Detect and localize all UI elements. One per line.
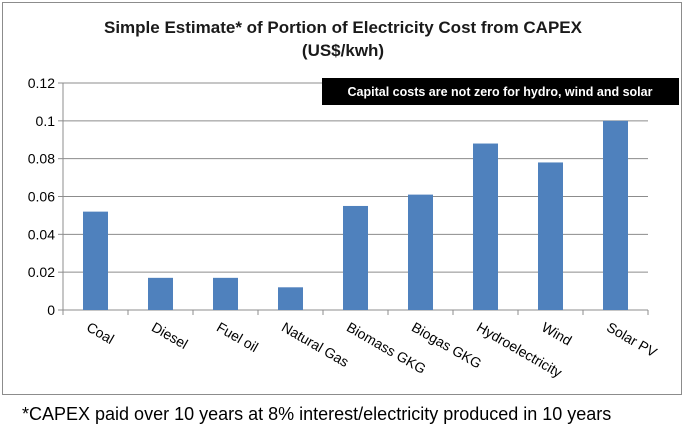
bar-coal <box>83 211 108 310</box>
x-tick-label: Natural Gas <box>279 319 352 370</box>
x-tick-label: Diesel <box>149 319 191 352</box>
bar-biomass-gkg <box>343 205 368 310</box>
bar-fuel-oil <box>213 277 238 310</box>
bar-natural-gas <box>278 287 303 310</box>
annotation-box <box>322 78 679 105</box>
y-tick-label: 0.08 <box>28 151 55 167</box>
bars <box>83 120 628 310</box>
y-tick-label: 0.02 <box>28 264 55 280</box>
chart-title: Simple Estimate* of Portion of Electrici… <box>104 18 583 37</box>
x-tick-label: Wind <box>539 319 575 349</box>
annotation-text: Capital costs are not zero for hydro, wi… <box>348 85 653 99</box>
footnote: *CAPEX paid over 10 years at 8% interest… <box>22 404 612 424</box>
y-tick-label: 0.12 <box>28 75 55 91</box>
bar-biogas-gkg <box>408 194 433 310</box>
bar-hydroelectricity <box>473 143 498 310</box>
y-tick-label: 0.1 <box>36 113 56 129</box>
x-tick-label: Coal <box>84 319 117 347</box>
bar-chart: Simple Estimate* of Portion of Electrici… <box>28 18 679 380</box>
bar-wind <box>538 162 563 310</box>
annotation-callout: Capital costs are not zero for hydro, wi… <box>322 78 679 105</box>
bar-solar-pv <box>603 120 628 310</box>
y-tick-label: 0.06 <box>28 189 55 205</box>
chart-frame: Simple Estimate* of Portion of Electrici… <box>2 2 682 395</box>
x-tick-label: Fuel oil <box>214 319 261 355</box>
bar-diesel <box>148 277 173 310</box>
x-tick-label: Solar PV <box>604 319 660 361</box>
y-tick-label: 0.04 <box>28 226 55 242</box>
chart-subtitle: (US$/kwh) <box>302 41 384 60</box>
y-tick-label: 0 <box>47 302 55 318</box>
